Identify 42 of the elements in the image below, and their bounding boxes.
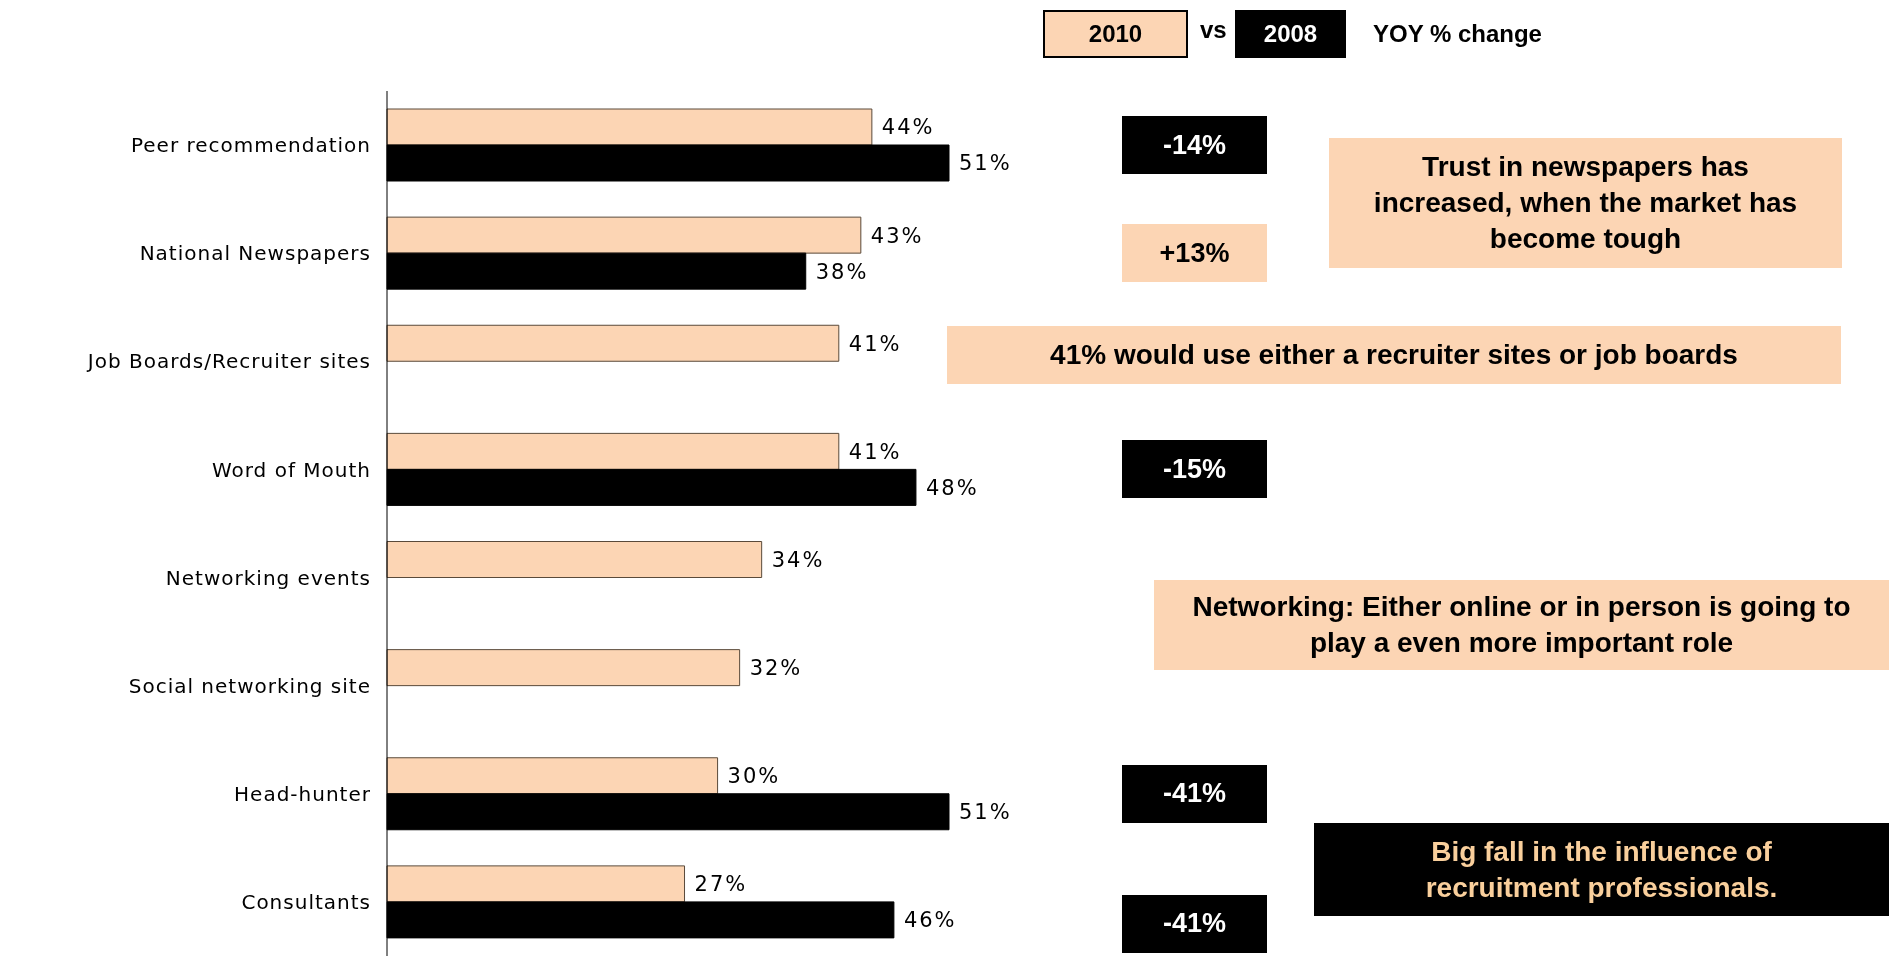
data-label: 34% xyxy=(771,547,825,572)
bar xyxy=(386,108,873,146)
bar xyxy=(386,432,840,470)
text: 2010 xyxy=(1043,10,1188,58)
bar xyxy=(386,865,686,903)
data-label: 48% xyxy=(925,475,979,500)
y-tick-label: Consultants xyxy=(241,890,371,915)
note-box: -41% xyxy=(1122,764,1267,823)
y-tick-label: National Newspapers xyxy=(139,241,371,266)
data-label: 41% xyxy=(848,439,902,464)
data-label: 44% xyxy=(881,115,935,140)
y-tick-label: Job Boards/Recruiter sites xyxy=(85,349,371,374)
bar xyxy=(386,216,862,254)
note-box: 41% would use either a recruiter sites or job boards xyxy=(947,326,1841,384)
bar xyxy=(386,541,763,578)
bar xyxy=(386,757,719,795)
y-tick-label: Word of Mouth xyxy=(211,457,371,482)
data-label: 46% xyxy=(903,908,957,933)
y-tick-label: Peer recommendation xyxy=(130,133,371,158)
data-label: 30% xyxy=(727,764,781,789)
y-tick-label: Social networking site xyxy=(128,673,371,698)
data-label: 51% xyxy=(959,151,1012,176)
note-box: Trust in newspapers has increased, when the market has become tough xyxy=(1329,138,1842,268)
note-box: -14% xyxy=(1122,116,1267,175)
text: vs xyxy=(1200,16,1227,44)
bar xyxy=(386,649,741,687)
note-box: -41% xyxy=(1122,894,1267,953)
data-label: 41% xyxy=(848,331,902,356)
text: 2008 xyxy=(1235,10,1346,58)
note-box: Networking: Either online or in person is going to play a even more important role xyxy=(1154,580,1889,670)
data-label: 32% xyxy=(749,656,803,681)
data-label: 51% xyxy=(959,800,1012,825)
text: YOY % change xyxy=(1373,20,1542,48)
y-tick-label: Networking events xyxy=(165,565,371,590)
y-tick-label: Head-hunter xyxy=(234,781,371,806)
data-label: 38% xyxy=(815,259,869,284)
note-box: -15% xyxy=(1122,440,1267,499)
note-box: +13% xyxy=(1122,224,1267,283)
bar xyxy=(386,324,840,362)
data-label: 27% xyxy=(694,872,748,897)
note-box: Big fall in the influence of recruitment professionals. xyxy=(1314,823,1889,916)
data-label: 43% xyxy=(870,223,924,248)
